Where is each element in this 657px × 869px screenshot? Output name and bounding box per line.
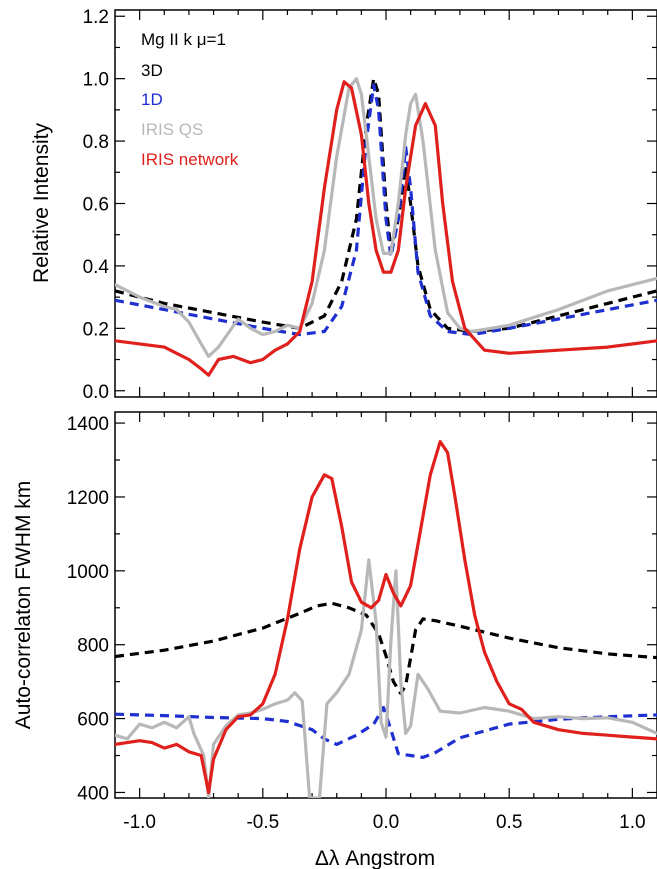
fwhm-ticks: -1.0 -0.5 0.0 0.5 1.0 400 600 800 1000 1200 1400 <box>67 412 657 833</box>
legend-1d: 1D <box>141 90 163 109</box>
intensity-y-axis-title: Relative Intensity <box>30 123 53 283</box>
legend: Mg II k μ=1 3D 1D IRIS QS IRIS network <box>141 30 239 169</box>
fwhm-y-tick-label: 600 <box>77 710 109 731</box>
fwhm-x-tick-label: 1.0 <box>619 812 645 833</box>
intensity-series-1d <box>115 83 657 337</box>
fwhm-y-tick-label: 800 <box>77 636 109 657</box>
fwhm-x-tick-label: 0.0 <box>373 812 399 833</box>
fwhm-panel: -1.0 -0.5 0.0 0.5 1.0 400 600 800 1000 1200 1400 A… <box>12 411 657 869</box>
fwhm-y-axis-title: Auto-correlaton FWHM km <box>12 481 35 730</box>
intensity-y-tick-label: 1.0 <box>83 70 109 91</box>
intensity-y-tick-label: 0.6 <box>83 195 109 216</box>
fwhm-x-tick-label: -0.5 <box>246 812 279 833</box>
fwhm-y-tick-label: 400 <box>77 783 109 804</box>
fwhm-x-tick-label: 0.5 <box>496 812 522 833</box>
fwhm-y-tick-label: 1400 <box>67 414 109 435</box>
x-axis-title: Δλ Angstrom <box>315 847 435 869</box>
fwhm-series-iris-network <box>115 440 657 795</box>
fwhm-y-tick-label: 1200 <box>67 488 109 509</box>
intensity-y-tick-label: 0.0 <box>83 382 109 403</box>
intensity-panel: 0.0 0.2 0.4 0.6 0.8 1.0 1.2 Relative Intensity… <box>30 7 657 403</box>
intensity-y-tick-label: 0.4 <box>83 257 110 278</box>
legend-iris-network: IRIS network <box>141 150 239 169</box>
fwhm-series-3d <box>115 601 657 696</box>
fwhm-y-tick-label: 1000 <box>67 562 109 583</box>
intensity-y-tick-label: 0.8 <box>83 132 109 153</box>
fwhm-series <box>115 440 657 798</box>
fwhm-series-1d <box>115 705 657 760</box>
fwhm-x-tick-label: -1.0 <box>123 812 156 833</box>
legend-3d: 3D <box>141 61 163 80</box>
fwhm-series-iris-qs <box>115 558 657 798</box>
intensity-y-tick-label: 1.2 <box>83 7 109 28</box>
intensity-y-tick-label: 0.2 <box>83 319 109 340</box>
legend-iris-qs: IRIS QS <box>141 120 203 139</box>
intensity-series <box>115 77 657 377</box>
legend-header: Mg II k μ=1 <box>141 30 226 49</box>
intensity-series-iris-network <box>115 80 657 377</box>
intensity-ticks: 0.0 0.2 0.4 0.6 0.8 1.0 1.2 <box>83 7 657 403</box>
intensity-series-iris-qs <box>115 77 657 358</box>
